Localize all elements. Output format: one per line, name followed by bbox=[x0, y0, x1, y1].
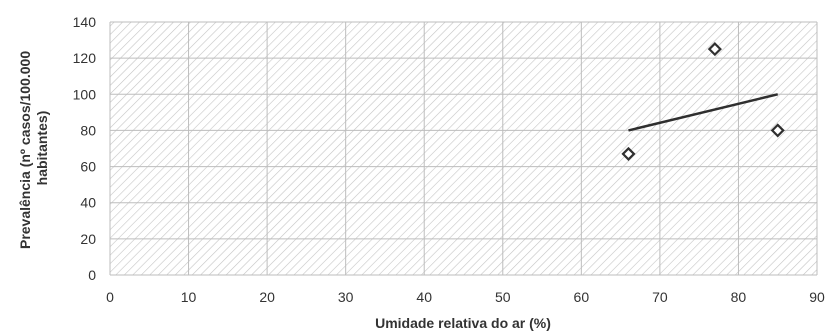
x-tick-label: 70 bbox=[652, 289, 668, 305]
y-axis-title-line-1: Prevalência (nº casos/100.000 bbox=[17, 51, 33, 249]
y-tick-label: 0 bbox=[88, 267, 96, 283]
x-tick-label: 0 bbox=[106, 289, 114, 305]
y-tick-label: 40 bbox=[80, 195, 96, 211]
x-tick-label: 30 bbox=[338, 289, 354, 305]
x-tick-label: 50 bbox=[495, 289, 511, 305]
y-tick-label: 60 bbox=[80, 159, 96, 175]
y-tick-label: 80 bbox=[80, 122, 96, 138]
data-point-diamond bbox=[770, 123, 785, 138]
y-tick-label: 100 bbox=[73, 86, 97, 102]
y-axis-title: Prevalência (nº casos/100.000 habitantes… bbox=[17, 47, 50, 249]
data-point-diamond bbox=[707, 42, 722, 57]
x-tick-label: 40 bbox=[416, 289, 432, 305]
data-point-diamond bbox=[621, 146, 636, 161]
x-tick-label: 10 bbox=[181, 289, 197, 305]
data-points bbox=[621, 42, 785, 161]
y-tick-label: 120 bbox=[73, 50, 97, 66]
y-tick-labels: 0 20 40 60 80 100 120 140 bbox=[73, 14, 97, 283]
x-tick-label: 80 bbox=[731, 289, 747, 305]
gridlines bbox=[109, 21, 818, 276]
y-axis-title-line-2: habitantes) bbox=[34, 111, 50, 186]
plot-area bbox=[110, 22, 817, 275]
trendline bbox=[628, 93, 779, 132]
x-tick-label: 20 bbox=[259, 289, 275, 305]
y-tick-label: 20 bbox=[80, 231, 96, 247]
x-tick-labels: 0 10 20 30 40 50 60 70 80 90 bbox=[106, 289, 825, 305]
y-tick-label: 140 bbox=[73, 14, 97, 30]
x-axis-title: Umidade relativa do ar (%) bbox=[375, 315, 551, 331]
x-tick-label: 60 bbox=[574, 289, 590, 305]
x-tick-label: 90 bbox=[809, 289, 825, 305]
